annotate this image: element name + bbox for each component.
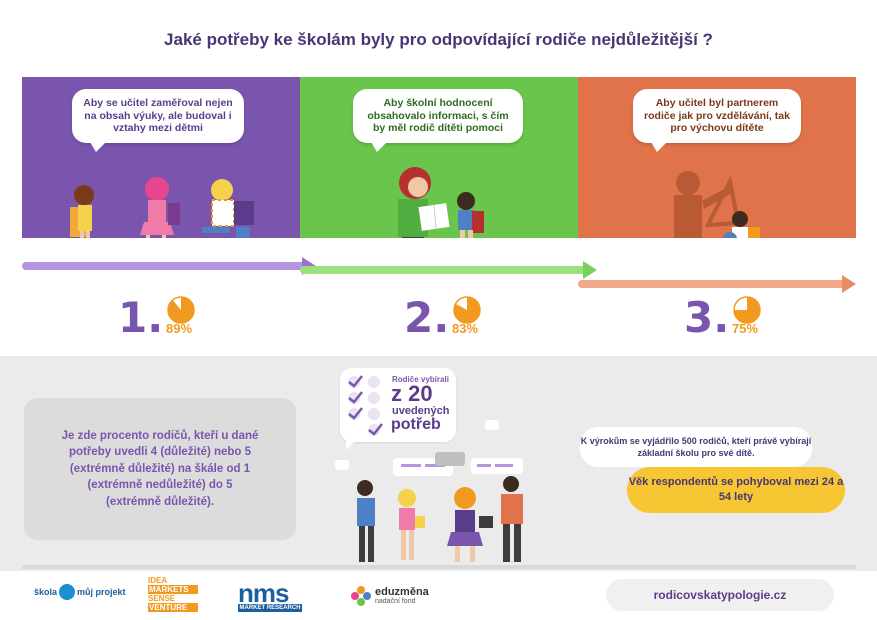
pie-3 <box>733 296 761 324</box>
logo-idea-line-4: VENTURE <box>148 603 198 612</box>
arrow-1 <box>22 257 317 275</box>
logo-skola-text: škola <box>34 587 58 597</box>
checklist-lead: Rodiče vybírali <box>392 375 449 384</box>
parent-shadow-and-child-illustration <box>674 171 760 247</box>
people-group-illustration <box>335 420 523 562</box>
arrow-2 <box>300 261 600 279</box>
respondents-box: K výrokům se vyjádřilo 500 rodičů, kteří… <box>580 427 812 467</box>
speech-bubble-need-3: Aby učitel byl partnerem rodiče jak pro … <box>633 89 801 151</box>
age-text: Věk respondentů se pohyboval mezi 24 a 5… <box>628 476 844 503</box>
rank-3-number: 3. <box>684 293 730 342</box>
checklist-card: Rodiče vybírali z 20 uvedených potřeb <box>340 368 456 450</box>
panel-need-2: Aby školní hodnocení obsahovalo informac… <box>300 77 578 247</box>
rank-2-number: 2. <box>404 293 450 342</box>
logo-idea-line-1: IDEA <box>148 576 168 585</box>
age-box: Věk respondentů se pohyboval mezi 24 a 5… <box>627 467 845 513</box>
eduzmena-flower-icon <box>351 586 371 606</box>
panel-need-1: Aby se učitel zaměřoval nejen na obsah v… <box>22 77 300 247</box>
divider <box>22 565 856 569</box>
website-link[interactable]: rodicovskatypologie.cz <box>606 579 834 611</box>
panel-need-3: Aby učitel byl partnerem rodiče jak pro … <box>578 77 856 247</box>
speech-bubble-need-1: Aby se učitel zaměřoval nejen na obsah v… <box>72 89 244 151</box>
pie-1 <box>167 296 195 324</box>
logo-nms: nms MARKET RESEARCH <box>238 578 302 612</box>
teacher-and-child-illustration <box>398 167 484 247</box>
ground-strip <box>22 238 856 284</box>
pie-2 <box>453 296 481 324</box>
logo-nms-sub: MARKET RESEARCH <box>238 604 302 612</box>
logo-eduzmena-sub: nadační fond <box>375 598 416 605</box>
logo-skola-text2: můj projekt <box>77 587 126 597</box>
children-illustration <box>70 177 254 247</box>
arrow-3 <box>578 262 856 293</box>
rank-1-percent: 89% <box>166 321 193 336</box>
logo-eduzmena: eduzměna nadační fond <box>350 585 429 607</box>
logo-eduzmena-text: eduzměna <box>375 586 429 598</box>
logo-skola-muj-projekt: škola můj projekt <box>34 584 126 600</box>
logo-idea-markets-sense-venture: IDEA MARKETS SENSE VENTURE <box>148 576 198 612</box>
rank-1-number: 1. <box>118 293 164 342</box>
logo-idea-line-3: SENSE <box>148 594 176 603</box>
logo-skola-dot-icon <box>59 584 76 600</box>
logo-nms-text: nms <box>238 578 289 608</box>
logo-idea-line-2: MARKETS <box>148 585 198 594</box>
checkbox-list-icon <box>348 375 383 436</box>
page-title: Jaké potřeby ke školám byly pro odpovída… <box>164 30 713 49</box>
respondents-text: K výrokům se vyjádřilo 500 rodičů, kteří… <box>580 436 812 458</box>
rank-3-percent: 75% <box>732 321 759 336</box>
rank-2-percent: 83% <box>452 321 479 336</box>
checklist-count: z 20 <box>391 381 433 406</box>
checklist-bottom: potřeb <box>391 416 441 433</box>
explanation-text: Je zde procento rodičů, kteří u dané pot… <box>61 429 259 508</box>
checklist-mid: uvedených <box>392 405 450 417</box>
explanation-box: Je zde procento rodičů, kteří u dané pot… <box>24 398 296 540</box>
speech-bubble-need-2: Aby školní hodnocení obsahovalo informac… <box>353 89 523 151</box>
